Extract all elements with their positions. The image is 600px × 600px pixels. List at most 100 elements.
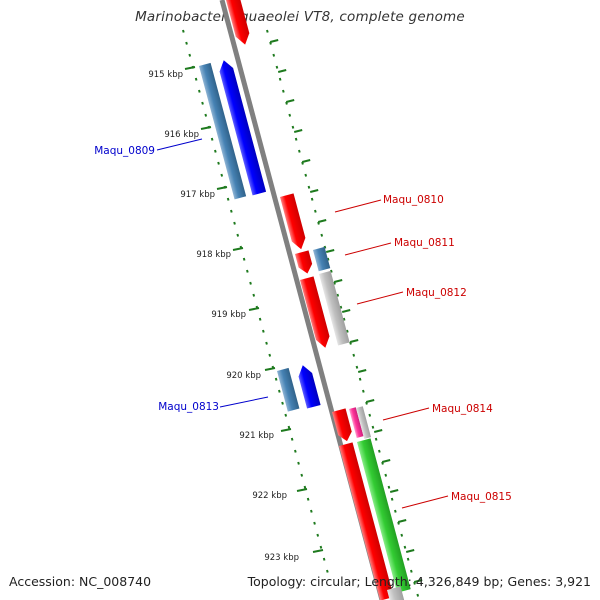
- gene-maqu-0810[interactable]: [280, 193, 308, 251]
- rail-dot: [233, 221, 236, 225]
- rail-dot: [284, 413, 288, 417]
- leader-maqu-0809: [156, 138, 203, 151]
- rail-dot: [362, 389, 365, 393]
- rail-dot: [371, 425, 375, 429]
- rail-dot: [272, 53, 276, 57]
- kbp-label: 919 kbp: [211, 310, 246, 320]
- rail-dot: [226, 197, 230, 201]
- rail-dot: [242, 257, 246, 261]
- rail-dot: [246, 269, 249, 273]
- gene-maqu-0811[interactable]: [295, 250, 314, 275]
- gene-maqu-0812-shaded[interactable]: [319, 270, 350, 346]
- rail-dot: [185, 41, 188, 45]
- gene-maqu-0815[interactable]: [339, 442, 394, 600]
- kbp-scale: 915 kbp 916 kbp 917 kbp 918 kbp 919 kbp …: [148, 66, 324, 563]
- rail-dot: [278, 77, 282, 81]
- gene-label-maqu-0815[interactable]: Maqu_0815: [451, 491, 512, 503]
- rail-dot: [214, 149, 217, 153]
- gene-label-maqu-0814[interactable]: Maqu_0814: [432, 403, 493, 415]
- rail-dash: [373, 429, 383, 433]
- kbp-tick-915: 915 kbp: [148, 66, 196, 80]
- rail-dash: [349, 339, 359, 343]
- rail-dot: [278, 389, 281, 393]
- rail-dot: [220, 173, 224, 177]
- rail-dot: [230, 209, 233, 213]
- rail-dot: [355, 365, 359, 369]
- kbp-label: 915 kbp: [148, 70, 183, 80]
- rail-dot: [274, 377, 278, 381]
- rail-dot: [298, 149, 301, 153]
- kbp-label: 917 kbp: [180, 190, 215, 200]
- gene-maqu-0812[interactable]: [300, 276, 332, 349]
- rail-dot: [236, 233, 240, 237]
- gene-maqu-0813-shadow[interactable]: [277, 367, 300, 412]
- rail-dot: [281, 401, 284, 405]
- rail-dot: [297, 461, 300, 465]
- gene-maqu-0813[interactable]: [296, 363, 321, 409]
- kbp-tick-918: 918 kbp: [196, 247, 244, 260]
- rail-dot: [316, 533, 320, 537]
- gene-label-maqu-0812[interactable]: Maqu_0812: [406, 287, 467, 299]
- rail-dot: [339, 305, 343, 309]
- rail-dot: [268, 353, 272, 357]
- rail-dot: [303, 485, 307, 489]
- rail-dot: [394, 509, 397, 513]
- rail-dot: [252, 293, 256, 297]
- gene-maqu-0809-shadow[interactable]: [199, 62, 247, 200]
- gene-maqu-0809[interactable]: [217, 58, 267, 196]
- rail-dot: [182, 29, 185, 33]
- rail-dot: [346, 329, 349, 333]
- rail-dot: [210, 137, 214, 141]
- leader-maqu-0814: [382, 407, 430, 421]
- rail-dot: [374, 437, 378, 441]
- rail-dash: [357, 369, 367, 373]
- rail-dot: [294, 449, 297, 453]
- gene-label-maqu-0809[interactable]: Maqu_0809: [94, 145, 155, 157]
- gene-bottom-grey[interactable]: [387, 586, 405, 600]
- kbp-tick-923: 923 kbp: [264, 549, 324, 563]
- rail-dot: [352, 353, 356, 357]
- rail-dot: [358, 377, 362, 381]
- gene-label-maqu-0810[interactable]: Maqu_0810: [383, 194, 444, 206]
- gene-maqu-0815-green[interactable]: [357, 438, 411, 593]
- kbp-label: 918 kbp: [196, 250, 231, 260]
- kbp-tick-917: 917 kbp: [180, 186, 228, 200]
- kbp-tick-920: 920 kbp: [226, 367, 276, 381]
- rail-dot: [314, 209, 317, 213]
- rail-dash: [285, 99, 295, 103]
- rail-dot: [400, 533, 404, 537]
- gene-top-partial[interactable]: [226, 0, 252, 46]
- rail-dash: [309, 189, 319, 193]
- rail-dot: [266, 29, 269, 33]
- gene-maqu-0814-magenta[interactable]: [349, 407, 364, 438]
- gene-label-maqu-0811[interactable]: Maqu_0811: [394, 237, 455, 249]
- rail-dot: [307, 185, 311, 189]
- rail-dot: [320, 233, 324, 237]
- rail-dot: [204, 113, 208, 117]
- gene-maqu-0814-grey[interactable]: [356, 406, 372, 439]
- rail-dash: [381, 459, 391, 463]
- gene-maqu-0814[interactable]: [332, 408, 354, 443]
- rail-dash: [405, 549, 415, 553]
- rail-dot: [265, 341, 268, 345]
- genome-title: Marinobacter aquaeolei VT8, complete gen…: [135, 9, 465, 25]
- rail-dash: [301, 159, 311, 163]
- rail-dot: [310, 197, 314, 201]
- rail-dash: [325, 249, 335, 253]
- rail-dot: [390, 497, 394, 501]
- rail-dot: [287, 425, 291, 429]
- rail-dot: [378, 449, 381, 453]
- leader-maqu-0812: [356, 291, 404, 305]
- gene-label-maqu-0813[interactable]: Maqu_0813: [158, 401, 219, 413]
- topology-summary-text: Topology: circular; Length: 4,326,849 bp…: [247, 574, 591, 589]
- rail-dash: [397, 519, 407, 523]
- rail-dash: [413, 579, 423, 583]
- gene-maqu-0811-shaded[interactable]: [313, 246, 331, 272]
- rail-dot: [288, 113, 292, 117]
- rail-dash: [341, 309, 351, 313]
- rail-dot: [262, 329, 265, 333]
- rail-dot: [416, 593, 420, 597]
- rail-dot: [201, 101, 204, 105]
